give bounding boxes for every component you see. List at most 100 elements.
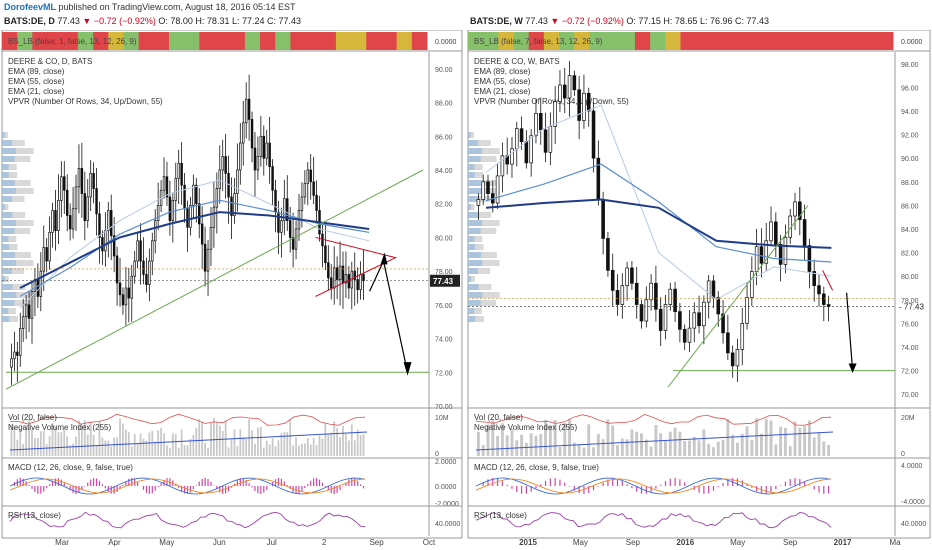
candle-body <box>716 297 721 315</box>
candle-body <box>826 304 831 307</box>
candle-body <box>359 274 362 291</box>
macd-histogram-bar <box>669 478 671 486</box>
macd-histogram-bar <box>794 478 796 486</box>
macd-histogram-bar <box>573 486 575 491</box>
panel-frame <box>467 30 931 539</box>
volume-bar <box>39 431 42 456</box>
volume-bar <box>192 435 195 456</box>
volume-bar <box>81 425 83 456</box>
macd-histogram-bar <box>703 486 705 494</box>
candle-body <box>265 142 268 159</box>
volume-bar <box>116 437 118 456</box>
vpvr-up-bar <box>468 228 481 234</box>
candle-body <box>171 199 175 221</box>
strip-label: BS_LB (false, 7, false, 13, 12, 26, 9) <box>474 37 603 46</box>
vpvr-bar <box>2 140 25 146</box>
macd-histogram-bar <box>530 486 532 492</box>
vpvr-up-bar <box>468 220 483 226</box>
volume-bar <box>292 445 294 456</box>
candle-body <box>145 274 148 285</box>
candle-body <box>259 135 263 157</box>
volume-bar <box>171 433 174 456</box>
strip-segment <box>574 32 590 50</box>
strip-segment <box>47 32 64 50</box>
candle-body <box>253 147 257 171</box>
vpvr-up-bar <box>2 132 5 138</box>
candle-body <box>625 267 629 286</box>
macd-histogram-bar <box>310 480 312 486</box>
vpvr-bar <box>2 228 31 234</box>
vpvr-up-bar <box>2 284 13 290</box>
macd-histogram-bar <box>496 478 499 486</box>
macd-histogram-bar <box>799 479 801 486</box>
candle-body <box>68 215 72 230</box>
macd-histogram-bar <box>195 485 197 486</box>
volume-bar <box>34 437 36 456</box>
weekly-chart-panel[interactable]: BS_LB (false, 7, false, 13, 12, 26, 9) 0.… <box>467 30 931 547</box>
candle-body <box>118 282 122 296</box>
candle-body <box>242 122 245 144</box>
charts-canvas[interactable]: BS_LB (false, 1, false, 13, 12, 26, 9) 0.… <box>0 30 932 550</box>
candle-body <box>209 226 213 250</box>
macd-histogram-bar <box>708 486 710 494</box>
nvi-ema-line <box>475 431 834 451</box>
vpvr-up-bar <box>2 156 15 162</box>
volume-bar <box>10 424 13 456</box>
volume-bar <box>553 420 557 456</box>
macd-histogram-bar <box>116 486 118 493</box>
vpvr-up-bar <box>2 164 9 170</box>
legend-entry: VPVR (Number Of Rows, 34, Up/Down, 55) <box>8 97 163 106</box>
vpvr-bar <box>2 252 31 258</box>
candle-body <box>735 349 740 367</box>
macd-histogram-bar <box>640 486 643 494</box>
volume-bar <box>505 435 509 456</box>
macd-histogram-bar <box>736 478 739 486</box>
price-tick-label: 86.00 <box>901 203 919 210</box>
volume-bar <box>89 422 92 456</box>
daily-chart-panel[interactable]: BS_LB (false, 1, false, 13, 12, 26, 9) 0.… <box>1 30 463 547</box>
ema21-line <box>485 104 832 301</box>
candle-body <box>65 189 69 216</box>
macd-histogram-bar <box>559 479 561 486</box>
candle-body <box>48 232 51 262</box>
volume-bar <box>592 447 595 456</box>
legend-entry: EMA (21, close) <box>8 87 65 96</box>
volume-bar <box>342 425 344 456</box>
left-symbol[interactable]: BATS:DE, D <box>4 16 55 26</box>
vpvr-bar <box>468 196 491 202</box>
macd-histogram-bar <box>207 479 209 486</box>
macd-histogram-bar <box>516 486 518 493</box>
macd-tick: 4.0000 <box>901 463 923 470</box>
macd-histogram-bar <box>87 482 89 486</box>
time-tick-label: Ma <box>889 538 901 547</box>
price-tick-label: 86.00 <box>435 134 453 141</box>
price-tick-label: 74.00 <box>435 337 453 344</box>
macd-histogram-bar <box>828 486 830 494</box>
candle-body <box>769 221 773 242</box>
legend-entry: DEERE & CO, W, BATS <box>474 57 560 66</box>
price-tick-label: 90.00 <box>901 156 919 163</box>
macd-histogram-bar <box>189 486 192 493</box>
username[interactable]: DorofeevML <box>4 2 57 12</box>
right-symbol[interactable]: BATS:DE, W <box>470 16 523 26</box>
candle-body <box>277 211 280 233</box>
candle-body <box>192 184 195 206</box>
strip-segment <box>680 32 697 50</box>
macd-histogram-bar <box>254 486 256 491</box>
volume-bar <box>755 418 759 456</box>
volume-bar <box>183 445 186 456</box>
macd-histogram-bar <box>578 486 580 494</box>
macd-histogram-bar <box>511 486 513 489</box>
volume-bar <box>107 440 110 456</box>
vpvr-up-bar <box>2 260 17 266</box>
macd-histogram-bar <box>198 481 200 486</box>
time-tick-label: May <box>730 538 745 547</box>
volume-bar <box>534 435 538 456</box>
price-tick-label: 96.00 <box>901 85 919 92</box>
volume-bar <box>345 434 347 456</box>
macd-histogram-bar <box>492 478 494 486</box>
macd-histogram-bar <box>301 486 303 492</box>
candle-body <box>189 205 192 228</box>
volume-bar <box>712 447 715 456</box>
candle-body <box>620 285 625 305</box>
